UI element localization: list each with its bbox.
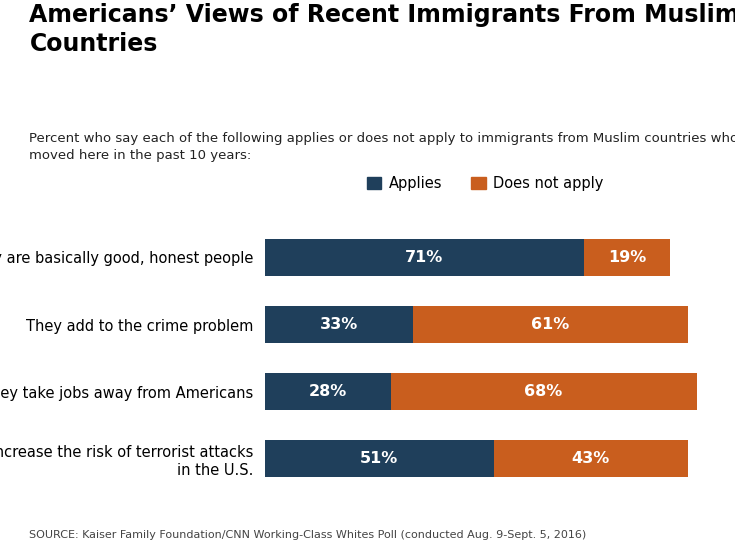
Bar: [413, 306, 688, 343]
Bar: [265, 306, 413, 343]
Bar: [584, 239, 670, 276]
Text: 28%: 28%: [309, 384, 347, 399]
Bar: [265, 239, 584, 276]
Bar: [265, 373, 390, 410]
Bar: [494, 440, 688, 477]
Text: 51%: 51%: [360, 451, 398, 467]
Text: 19%: 19%: [608, 250, 646, 265]
Text: 71%: 71%: [405, 250, 443, 265]
Text: 43%: 43%: [572, 451, 610, 467]
Text: SOURCE: Kaiser Family Foundation/CNN Working-Class Whites Poll (conducted Aug. 9: SOURCE: Kaiser Family Foundation/CNN Wor…: [29, 530, 587, 540]
Text: 68%: 68%: [525, 384, 563, 399]
Text: 33%: 33%: [320, 317, 358, 332]
Text: 61%: 61%: [531, 317, 570, 332]
Bar: [390, 373, 697, 410]
Text: Americans’ Views of Recent Immigrants From Muslim
Countries: Americans’ Views of Recent Immigrants Fr…: [29, 3, 735, 56]
Legend: Applies, Does not apply: Applies, Does not apply: [361, 170, 609, 197]
Bar: [265, 440, 494, 477]
Text: Percent who say each of the following applies or does not apply to immigrants fr: Percent who say each of the following ap…: [29, 132, 735, 162]
